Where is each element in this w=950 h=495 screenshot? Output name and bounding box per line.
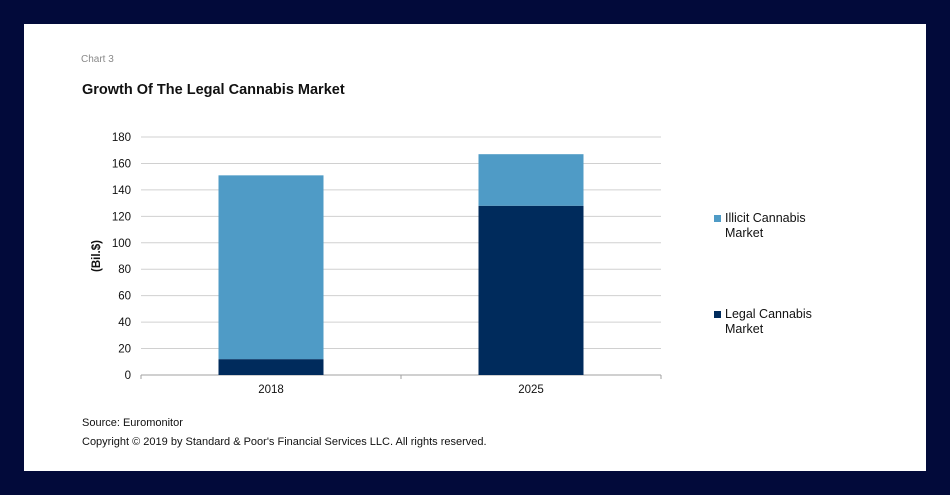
bar-illicit-2025 (478, 154, 584, 206)
legend-swatch-illicit (714, 215, 721, 222)
bar-illicit-2018 (218, 175, 324, 360)
copyright-note: Copyright © 2019 by Standard & Poor's Fi… (82, 436, 487, 448)
y-tick-label-20: 20 (118, 344, 131, 356)
chart-card: Chart 3 Growth Of The Legal Cannabis Mar… (24, 24, 926, 471)
x-tick-label-2018: 2018 (258, 384, 284, 396)
y-tick-label-100: 100 (112, 238, 131, 250)
chart-number-label: Chart 3 (81, 54, 114, 65)
legend-label-illicit: Illicit Cannabis Market (725, 211, 806, 240)
legend-swatch-legal (714, 311, 721, 318)
y-tick-label-0: 0 (125, 370, 131, 382)
chart-title: Growth Of The Legal Cannabis Market (82, 82, 345, 98)
y-tick-label-120: 120 (112, 211, 131, 223)
y-tick-label-60: 60 (118, 291, 131, 303)
legend-label-legal: Legal Cannabis Market (725, 307, 812, 336)
bar-legal-2018 (218, 359, 324, 375)
y-axis-label: (Bil.$) (91, 240, 103, 272)
bar-legal-2025 (478, 205, 584, 375)
chart-plot-area: 0 20 40 60 80 100 120 140 160 180 (Bil.$) 2018 2025 (91, 132, 662, 396)
x-tick-label-2025: 2025 (518, 384, 544, 396)
y-tick-label-40: 40 (118, 317, 131, 329)
source-note: Source: Euromonitor (82, 417, 183, 429)
y-tick-label-180: 180 (112, 132, 131, 144)
y-tick-label-140: 140 (112, 185, 131, 197)
y-tick-label-160: 160 (112, 158, 131, 170)
y-tick-label-80: 80 (118, 264, 131, 276)
